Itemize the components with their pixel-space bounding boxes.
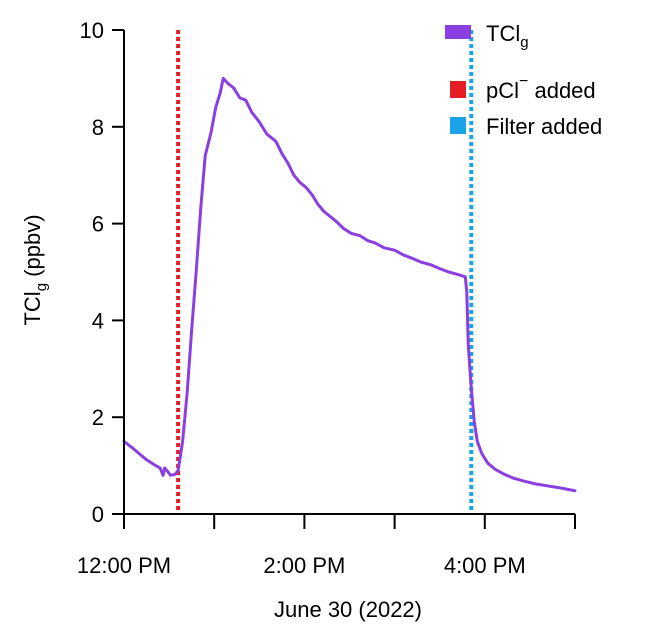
legend-label-pcl-main: pCl <box>486 78 519 103</box>
y-axis-title: TClg (ppbv) <box>20 214 50 325</box>
y-tick-label-4: 8 <box>92 115 104 140</box>
y-tick-label-5: 10 <box>80 18 104 43</box>
legend-swatch-filter-added <box>450 117 466 134</box>
y-axis-title-unit: (ppbv) <box>20 214 45 282</box>
x-tick-label-1: 2:00 PM <box>263 553 345 578</box>
y-tick-label-2: 4 <box>92 308 104 333</box>
legend-label-tclg-main: TCl <box>486 21 520 46</box>
y-axis-title-sub: g <box>33 283 50 291</box>
legend-label-pcl-tail: added <box>528 78 595 103</box>
series-line-0 <box>122 76 577 493</box>
x-axis-title: June 30 (2022) <box>274 597 422 622</box>
x-tick-label-0: 12:00 PM <box>77 553 171 578</box>
x-tick-label-2: 4:00 PM <box>444 553 526 578</box>
plot-area <box>122 30 577 514</box>
legend-swatch-pcl-added <box>450 81 466 98</box>
y-axis-title-main: TCl <box>20 291 45 325</box>
axes: 0 2 4 6 8 10 12:00 PM 2:00 PM 4:00 PM <box>77 18 576 578</box>
legend-label-tclg: TClg <box>486 21 529 51</box>
legend-label-pcl-sup: − <box>519 73 528 90</box>
y-tick-label-0: 0 <box>92 502 104 527</box>
legend: TClg pCl− added Filter added <box>445 21 602 139</box>
legend-swatch-tclg <box>445 25 471 39</box>
y-tick-label-1: 2 <box>92 405 104 430</box>
legend-label-pcl-added: pCl− added <box>486 73 596 103</box>
y-tick-label-3: 6 <box>92 212 104 237</box>
legend-label-tclg-sub: g <box>520 34 528 51</box>
legend-label-filter-added: Filter added <box>486 114 602 139</box>
